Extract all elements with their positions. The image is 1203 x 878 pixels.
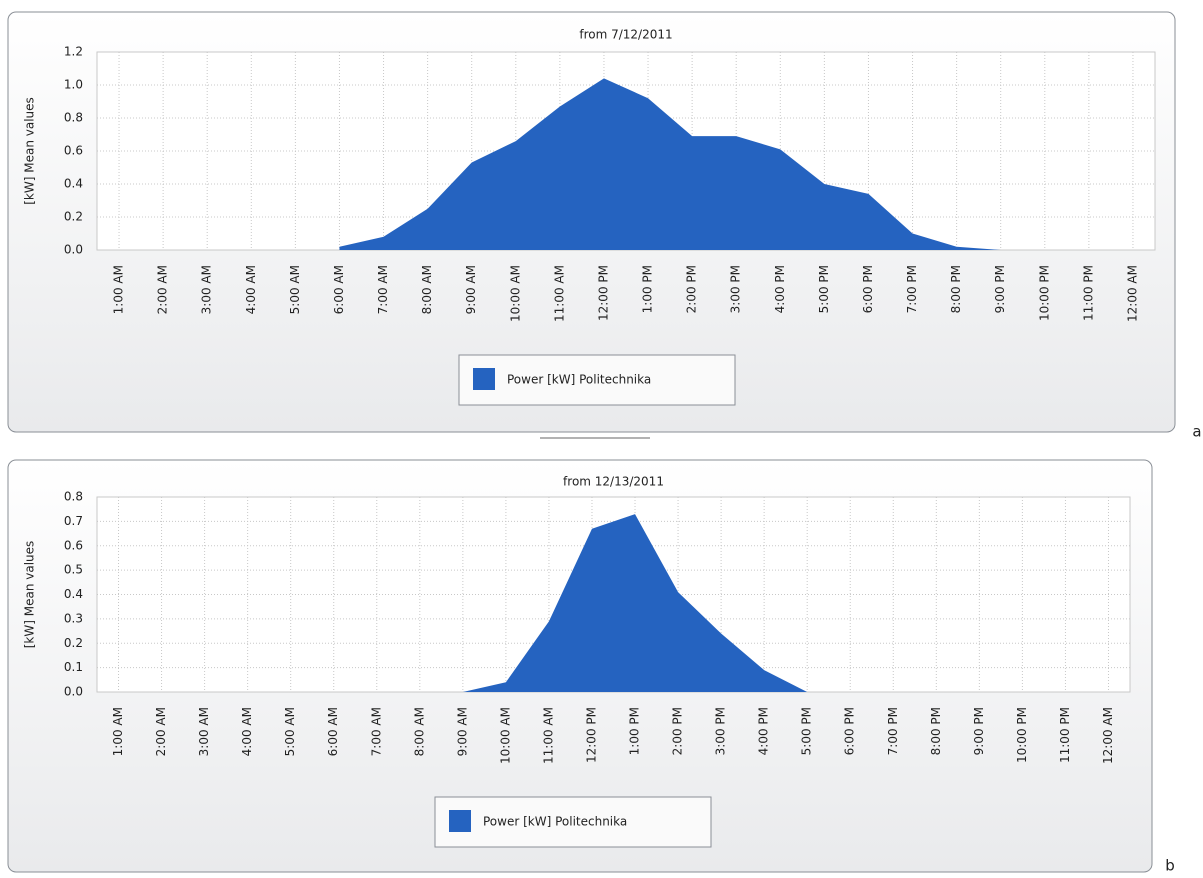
y-tick-label: 0.7: [64, 514, 83, 528]
area: [462, 514, 808, 692]
x-tick-label: 6:00 PM: [843, 707, 857, 755]
panel-label: b: [1165, 857, 1175, 875]
x-tick-label: 8:00 PM: [929, 707, 943, 755]
x-tick-label: 6:00 AM: [326, 707, 340, 756]
x-tick-label: 1:00 PM: [628, 707, 642, 755]
legend-label: Power [kW] Politechnika: [507, 373, 651, 387]
legend-box: [434, 796, 712, 848]
x-tick-label: 5:00 PM: [817, 265, 831, 313]
x-tick-label: 1:00 AM: [111, 707, 125, 756]
x-tick-label: 12:00 PM: [596, 265, 610, 321]
x-tick-label: 7:00 AM: [376, 265, 390, 314]
x-tick-label: 7:00 PM: [905, 265, 919, 313]
y-tick-label: 0.4: [64, 587, 83, 601]
y-tick-label: 0.1: [64, 660, 83, 674]
x-tick-label: 11:00 PM: [1081, 265, 1095, 321]
legend-swatch: [473, 368, 495, 390]
x-tick-label: 4:00 PM: [757, 707, 771, 755]
x-tick-label: 5:00 AM: [288, 265, 302, 314]
y-tick-label: 0.4: [64, 177, 83, 191]
x-tick-label: 5:00 PM: [800, 707, 814, 755]
y-tick-label: 0.0: [64, 243, 83, 257]
x-tick-label: 6:00 AM: [332, 265, 346, 314]
x-tick-label: 9:00 PM: [972, 707, 986, 755]
panel-label: a: [1192, 423, 1201, 441]
legend-label: Power [kW] Politechnika: [483, 815, 627, 829]
x-tick-label: 3:00 AM: [200, 265, 214, 314]
y-tick-label: 0.8: [64, 490, 83, 504]
y-tick-label: 0.3: [64, 611, 83, 625]
x-tick-label: 2:00 AM: [154, 707, 168, 756]
y-tick-label: 0.5: [64, 563, 83, 577]
x-tick-label: 1:00 AM: [112, 265, 126, 314]
y-tick-label: 0.6: [64, 538, 83, 552]
y-axis-label: [kW] Mean values: [23, 541, 37, 649]
legend-box: [458, 354, 736, 406]
legend-swatch: [449, 810, 471, 832]
x-tick-label: 4:00 AM: [240, 707, 254, 756]
x-tick-label: 8:00 AM: [412, 707, 426, 756]
x-tick-label: 2:00 PM: [671, 707, 685, 755]
x-tick-label: 12:00 PM: [584, 707, 598, 763]
y-axis-label: [kW] Mean values: [23, 97, 37, 205]
x-tick-label: 2:00 AM: [156, 265, 170, 314]
x-tick-label: 8:00 PM: [949, 265, 963, 313]
x-tick-label: 10:00 PM: [1015, 707, 1029, 763]
x-tick-label: 11:00 PM: [1058, 707, 1072, 763]
x-tick-label: 8:00 AM: [420, 265, 434, 314]
x-tick-label: 10:00 PM: [1037, 265, 1051, 321]
x-tick-label: 10:00 AM: [498, 707, 512, 764]
x-tick-label: 6:00 PM: [861, 265, 875, 313]
y-tick-label: 1.0: [64, 78, 83, 92]
x-tick-label: 9:00 PM: [993, 265, 1007, 313]
x-tick-label: 2:00 PM: [685, 265, 699, 313]
y-tick-label: 0.0: [64, 685, 83, 699]
x-tick-label: 3:00 PM: [729, 265, 743, 313]
area: [339, 78, 1001, 251]
x-tick-label: 12:00 AM: [1125, 265, 1139, 322]
x-tick-label: 5:00 AM: [283, 707, 297, 756]
x-tick-label: 7:00 AM: [369, 707, 383, 756]
x-tick-label: 4:00 AM: [244, 265, 258, 314]
chart-title: from 7/12/2011: [579, 28, 672, 42]
y-tick-label: 0.6: [64, 144, 83, 158]
x-tick-label: 3:00 PM: [714, 707, 728, 755]
x-tick-label: 4:00 PM: [773, 265, 787, 313]
y-tick-label: 0.2: [64, 210, 83, 224]
y-tick-label: 0.2: [64, 636, 83, 650]
x-tick-label: 11:00 AM: [541, 707, 555, 764]
x-tick-label: 1:00 PM: [641, 265, 655, 313]
x-tick-label: 9:00 AM: [455, 707, 469, 756]
y-tick-label: 1.2: [64, 45, 83, 59]
x-tick-label: 7:00 PM: [886, 707, 900, 755]
x-tick-label: 11:00 AM: [552, 265, 566, 322]
y-tick-label: 0.8: [64, 111, 83, 125]
x-tick-label: 3:00 AM: [197, 707, 211, 756]
chart-title: from 12/13/2011: [563, 475, 664, 489]
x-tick-label: 9:00 AM: [464, 265, 478, 314]
x-tick-label: 10:00 AM: [508, 265, 522, 322]
x-tick-label: 12:00 AM: [1101, 707, 1115, 764]
